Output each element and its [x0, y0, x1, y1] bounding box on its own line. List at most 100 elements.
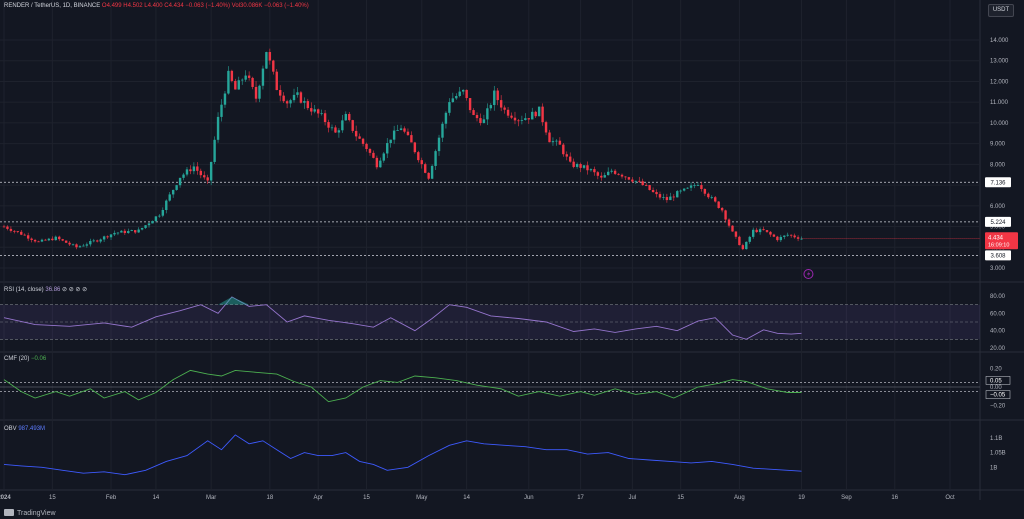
- candle[interactable]: [168, 192, 171, 202]
- candle[interactable]: [161, 207, 165, 218]
- candle[interactable]: [558, 137, 562, 145]
- candle[interactable]: [434, 149, 437, 171]
- candle[interactable]: [520, 115, 524, 125]
- candle[interactable]: [241, 78, 244, 85]
- candle[interactable]: [593, 166, 596, 176]
- rsi-legend[interactable]: RSI (14, close) 36.86 ⊘ ⊘ ⊘ ⊘: [4, 286, 87, 293]
- candle[interactable]: [192, 162, 196, 175]
- candle[interactable]: [562, 143, 565, 157]
- candle[interactable]: [596, 170, 600, 180]
- symbol-title[interactable]: RENDER / TetherUS, 1D, BINANCE: [4, 3, 101, 9]
- candle[interactable]: [327, 119, 330, 133]
- candle[interactable]: [727, 218, 731, 228]
- candle[interactable]: [237, 76, 240, 90]
- candle[interactable]: [451, 92, 455, 103]
- candle[interactable]: [479, 113, 482, 126]
- candle[interactable]: [296, 87, 299, 98]
- candle[interactable]: [47, 237, 51, 242]
- candle[interactable]: [489, 103, 493, 111]
- candle[interactable]: [503, 105, 506, 114]
- candle[interactable]: [361, 137, 365, 147]
- candle[interactable]: [92, 238, 95, 243]
- candle[interactable]: [572, 158, 575, 169]
- candle[interactable]: [779, 234, 783, 243]
- candle[interactable]: [258, 84, 261, 103]
- candle[interactable]: [113, 230, 116, 237]
- candle[interactable]: [323, 109, 327, 126]
- candle[interactable]: [203, 171, 206, 180]
- candle[interactable]: [537, 106, 541, 117]
- candle[interactable]: [216, 112, 220, 143]
- candle[interactable]: [403, 126, 406, 134]
- candle[interactable]: [116, 232, 120, 236]
- candle[interactable]: [351, 119, 354, 133]
- candle[interactable]: [427, 172, 430, 181]
- candle[interactable]: [209, 161, 213, 186]
- candle[interactable]: [227, 66, 230, 95]
- candle[interactable]: [696, 182, 700, 186]
- candle[interactable]: [75, 243, 78, 250]
- candle[interactable]: [30, 237, 33, 243]
- candle[interactable]: [206, 174, 209, 184]
- candle[interactable]: [689, 182, 693, 191]
- candle[interactable]: [68, 241, 71, 246]
- candle[interactable]: [475, 112, 479, 122]
- candle[interactable]: [648, 184, 651, 191]
- candle[interactable]: [582, 165, 586, 170]
- candle[interactable]: [620, 173, 624, 179]
- candle[interactable]: [251, 76, 254, 90]
- candle[interactable]: [430, 164, 434, 180]
- candle[interactable]: [175, 184, 178, 191]
- candle[interactable]: [279, 85, 282, 102]
- candle[interactable]: [758, 227, 762, 235]
- candle[interactable]: [99, 238, 102, 244]
- candle[interactable]: [603, 172, 606, 178]
- candle[interactable]: [13, 230, 16, 234]
- candle[interactable]: [531, 107, 534, 120]
- candle[interactable]: [686, 187, 689, 190]
- candle[interactable]: [158, 214, 161, 218]
- candle[interactable]: [548, 129, 551, 143]
- candle[interactable]: [634, 180, 638, 185]
- candle[interactable]: [58, 235, 61, 242]
- rsi-settings-icons[interactable]: ⊘ ⊘ ⊘ ⊘: [62, 287, 88, 293]
- candle[interactable]: [524, 113, 527, 121]
- candle[interactable]: [78, 245, 82, 248]
- currency-badge[interactable]: USDT: [988, 4, 1014, 17]
- candle[interactable]: [793, 233, 796, 239]
- rsi-panel[interactable]: [0, 296, 980, 340]
- candle[interactable]: [165, 199, 168, 214]
- obv-line[interactable]: [3, 434, 802, 476]
- candle[interactable]: [20, 229, 23, 236]
- candle[interactable]: [151, 220, 154, 224]
- candle[interactable]: [665, 193, 669, 203]
- candle[interactable]: [109, 234, 113, 240]
- candle[interactable]: [586, 161, 589, 175]
- candle[interactable]: [734, 231, 738, 239]
- candle[interactable]: [182, 172, 185, 181]
- candle[interactable]: [320, 109, 323, 116]
- candle[interactable]: [234, 78, 237, 90]
- candle[interactable]: [655, 189, 658, 198]
- candle[interactable]: [140, 227, 144, 231]
- candle[interactable]: [268, 48, 272, 65]
- candle[interactable]: [482, 114, 486, 124]
- candle[interactable]: [444, 111, 448, 129]
- candle[interactable]: [627, 176, 631, 181]
- candle[interactable]: [565, 151, 568, 161]
- candle[interactable]: [71, 243, 75, 246]
- candle[interactable]: [289, 98, 292, 108]
- candle[interactable]: [448, 98, 451, 116]
- candle[interactable]: [382, 151, 385, 163]
- candle[interactable]: [786, 232, 789, 237]
- candle[interactable]: [292, 88, 296, 103]
- candle[interactable]: [461, 89, 465, 95]
- candle[interactable]: [375, 155, 379, 170]
- candle[interactable]: [455, 93, 458, 100]
- candle[interactable]: [220, 99, 223, 122]
- candle[interactable]: [662, 193, 665, 201]
- candle[interactable]: [389, 139, 392, 148]
- candle[interactable]: [658, 191, 662, 200]
- candle[interactable]: [796, 235, 800, 242]
